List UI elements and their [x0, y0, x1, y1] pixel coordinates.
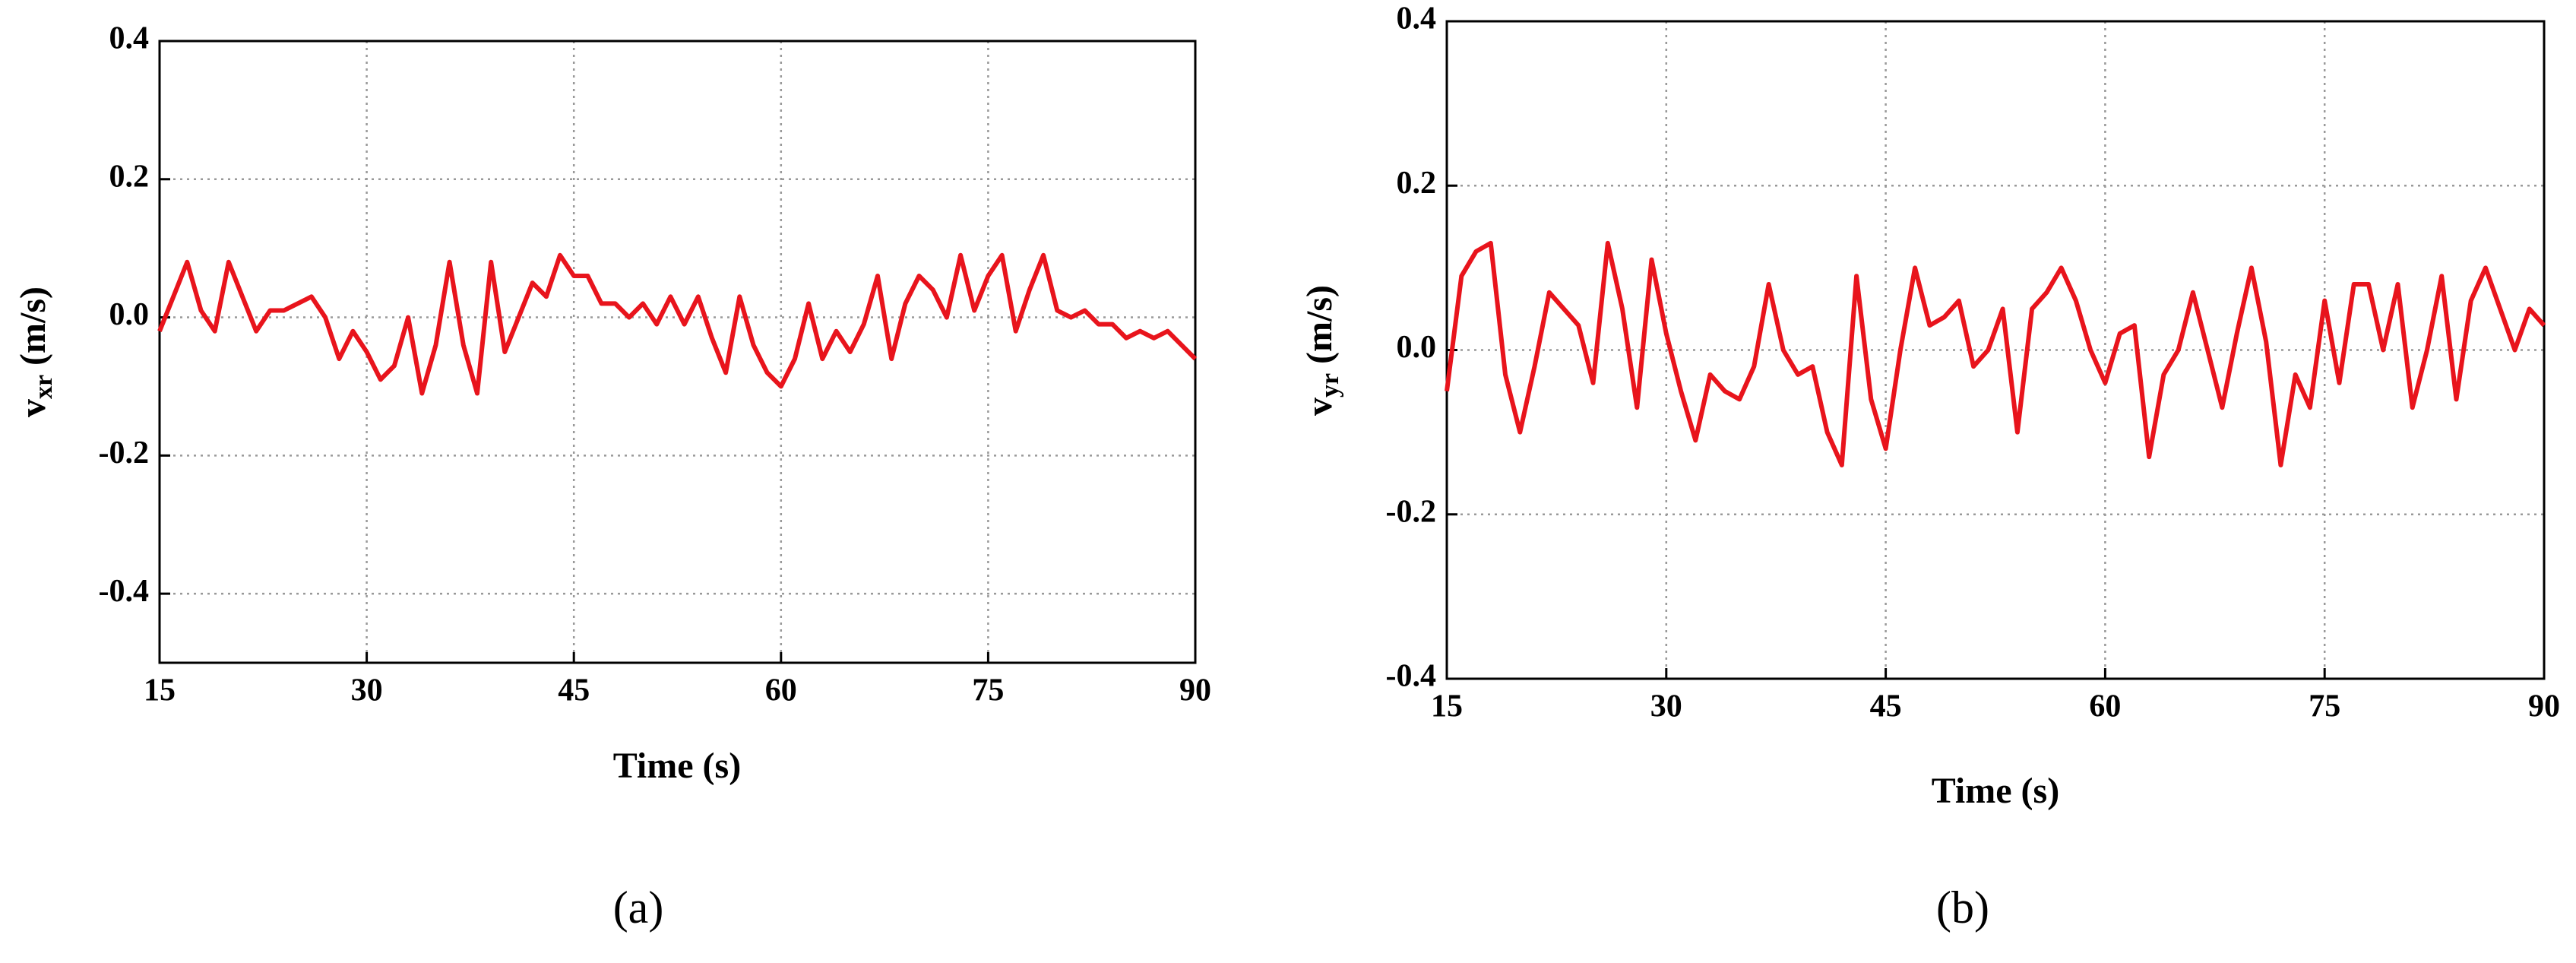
y-axis-symbol: v [13, 399, 53, 417]
y-tick-label: 0.0 [109, 297, 150, 332]
x-tick-label: 30 [1650, 689, 1682, 724]
y-tick-label: 0.4 [109, 21, 150, 56]
y-tick-label: -0.2 [1386, 494, 1437, 529]
caption: (b) [1936, 882, 1989, 933]
y-axis-unit: (m/s) [13, 287, 53, 366]
x-tick-label: 45 [558, 673, 590, 708]
x-tick-label: 90 [2528, 689, 2560, 724]
y-axis-title: vyr (m/s) [1299, 285, 1344, 416]
caption: (a) [613, 882, 664, 933]
x-axis-title: Time (s) [613, 746, 741, 786]
x-tick-label: 45 [1870, 689, 1902, 724]
y-tick-label: -0.2 [99, 436, 150, 470]
y-tick-label: 0.2 [1397, 166, 1437, 201]
y-axis-unit: (m/s) [1299, 285, 1340, 364]
y-tick-label: -0.4 [99, 574, 150, 609]
y-axis-symbol: v [1299, 398, 1340, 416]
y-tick-label: -0.4 [1386, 659, 1437, 694]
y-axis-subscript: xr [30, 375, 58, 399]
data-line [157, 252, 1198, 396]
y-axis-title: vxr (m/s) [13, 287, 58, 417]
x-tick-label: 75 [2309, 689, 2340, 724]
x-tick-label: 90 [1179, 673, 1211, 708]
data-line [1445, 240, 2546, 467]
x-tick-label: 15 [144, 673, 176, 708]
y-tick-label: 0.4 [1397, 2, 1437, 36]
y-axis-subscript: yr [1316, 373, 1344, 398]
x-tick-label: 60 [2089, 689, 2121, 724]
x-tick-label: 75 [972, 673, 1004, 708]
plot-frame [158, 40, 1197, 664]
x-tick-label: 60 [765, 673, 797, 708]
y-tick-label: 0.0 [1397, 330, 1437, 365]
x-axis-title: Time (s) [1932, 771, 2059, 811]
y-tick-label: 0.2 [109, 159, 150, 194]
x-tick-label: 30 [351, 673, 383, 708]
x-tick-label: 15 [1431, 689, 1463, 724]
plot-frame [1445, 20, 2546, 680]
